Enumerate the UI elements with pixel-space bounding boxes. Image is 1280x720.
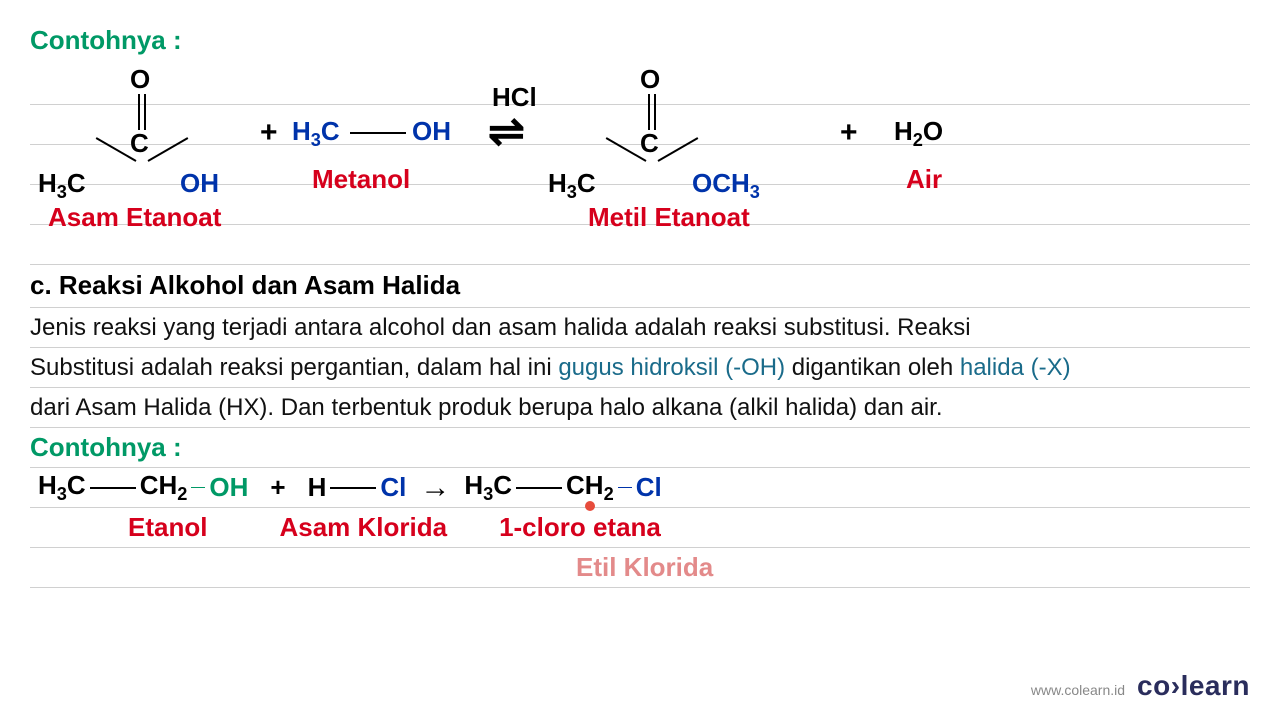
halide-substitution-reaction: H3C CH2 OH + H Cl → H3C CH2 Cl Etanol As…: [30, 468, 1250, 588]
hcl-h: H: [308, 472, 327, 503]
label-1-cloro-etana: 1-cloro etana: [499, 512, 661, 543]
methanol-h3c: H3C: [292, 116, 340, 151]
label-metanol: Metanol: [312, 164, 410, 195]
plus-2: +: [840, 116, 858, 150]
atom-carbon: C: [130, 128, 149, 159]
atom-oh: OH: [180, 168, 219, 199]
term-hydroxyl: gugus hidroksil (-OH): [558, 354, 785, 381]
para-line-3: dari Asam Halida (HX). Dan terbentuk pro…: [30, 388, 943, 428]
plus-3: +: [270, 472, 285, 503]
ethanol-h3c: H3C: [38, 470, 86, 505]
para-line-2: Substitusi adalah reaksi pergantian, dal…: [30, 348, 1071, 388]
atom-oxygen: O: [130, 64, 150, 95]
section-c-title: c. Reaksi Alkohol dan Asam Halida: [30, 270, 460, 301]
esterification-reaction: O C H3C OH Asam Etanoat + H3C OH Metanol…: [30, 64, 1250, 264]
footer-brand: www.colearn.id co›learn: [1031, 670, 1250, 702]
label-metil-etanoat: Metil Etanoat: [588, 202, 750, 233]
equilibrium-arrow: ⇌: [488, 110, 525, 154]
atom-och3: OCH3: [692, 168, 760, 203]
plus-1: +: [260, 116, 278, 150]
arrow-right: →: [420, 471, 450, 505]
product-h3c: H3C: [464, 470, 512, 505]
atom-h3c-2: H3C: [548, 168, 596, 203]
para-line-1: Jenis reaksi yang terjadi antara alcohol…: [30, 308, 971, 348]
brand-logo: co›learn: [1137, 670, 1250, 702]
methanol-oh: OH: [412, 116, 451, 147]
label-etanol: Etanol: [128, 512, 207, 543]
water-formula: H2O: [894, 116, 943, 151]
label-asam-etanoat: Asam Etanoat: [48, 202, 221, 233]
hcl-cl: Cl: [380, 472, 406, 503]
product-cl: Cl: [636, 472, 662, 503]
atom-oxygen-2: O: [640, 64, 660, 95]
product-ch2: CH2: [566, 470, 614, 505]
label-air: Air: [906, 164, 942, 195]
ethanol-oh: OH: [209, 472, 248, 503]
ethanol-ch2: CH2: [140, 470, 188, 505]
example-heading-1: Contohnya :: [30, 25, 182, 56]
term-halide: halida (-X): [960, 354, 1071, 381]
footer-url: www.colearn.id: [1031, 682, 1125, 698]
example-heading-2: Contohnya :: [30, 432, 182, 463]
atom-carbon-2: C: [640, 128, 659, 159]
atom-h3c: H3C: [38, 168, 86, 203]
label-asam-klorida: Asam Klorida: [279, 512, 447, 543]
label-etil-klorida: Etil Klorida: [576, 552, 713, 583]
